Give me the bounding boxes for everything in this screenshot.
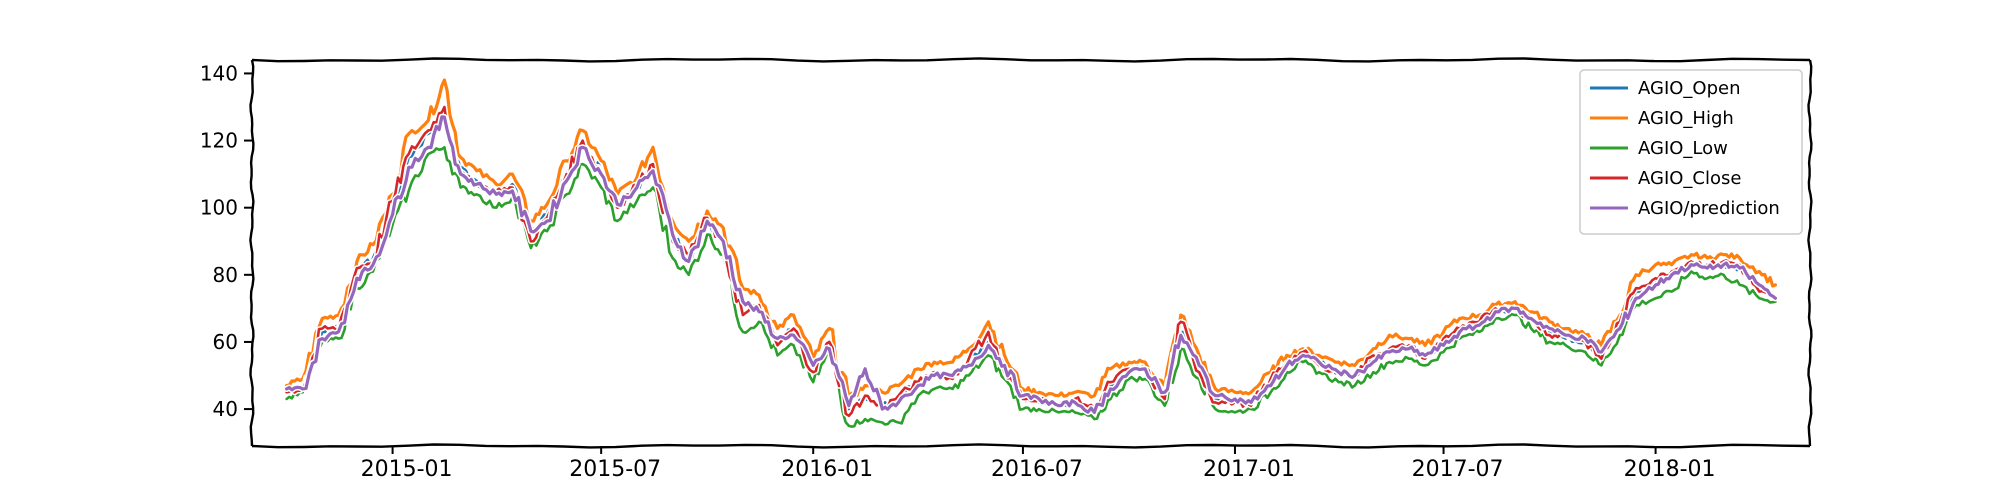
- x-tick-label: 2016-07: [991, 457, 1083, 482]
- plot-frame: [249, 57, 1813, 449]
- frame-bottom: [251, 443, 1811, 449]
- legend-label: AGIO/prediction: [1638, 198, 1780, 219]
- series-layer: [283, 76, 1779, 430]
- y-tick-label: 80: [213, 263, 238, 287]
- x-tick-label: 2015-01: [361, 457, 453, 482]
- y-axis: 40 60 80 100 120 140: [200, 61, 252, 421]
- y-tick-label: 100: [200, 196, 238, 220]
- x-tick-label: 2018-01: [1624, 457, 1716, 482]
- y-tick-label: 60: [213, 330, 238, 354]
- y-tick-label: 40: [213, 397, 238, 421]
- legend-label: AGIO_Open: [1638, 78, 1741, 99]
- x-tick-label: 2017-07: [1412, 457, 1504, 482]
- x-tick-label: 2017-01: [1203, 457, 1295, 482]
- legend: AGIO_Open AGIO_High AGIO_Low AGIO_Close AGIO…: [1579, 69, 1803, 235]
- legend-entry: AGIO_Low: [1590, 138, 1728, 159]
- legend-entry: AGIO_Close: [1590, 168, 1741, 189]
- legend-label: AGIO_Low: [1638, 138, 1728, 159]
- legend-box: [1579, 69, 1803, 235]
- x-axis: 2015-01 2015-07 2016-01 2016-07 2017-01 2017-…: [361, 446, 1716, 482]
- legend-entry: AGIO/prediction: [1590, 198, 1780, 219]
- legend-entry: AGIO_High: [1590, 108, 1734, 129]
- legend-entry: AGIO_Open: [1590, 78, 1741, 99]
- x-tick-label: 2016-01: [781, 457, 873, 482]
- legend-label: AGIO_Close: [1638, 168, 1741, 189]
- frame-left: [249, 59, 255, 447]
- series-agio-prediction: [283, 113, 1779, 416]
- legend-label: AGIO_High: [1638, 108, 1734, 129]
- x-tick-label: 2015-07: [569, 457, 661, 482]
- series-line: [285, 115, 1778, 414]
- frame-right: [1807, 59, 1813, 447]
- y-tick-label: 120: [200, 129, 238, 153]
- frame-top: [251, 57, 1811, 63]
- y-tick-label: 140: [200, 61, 238, 85]
